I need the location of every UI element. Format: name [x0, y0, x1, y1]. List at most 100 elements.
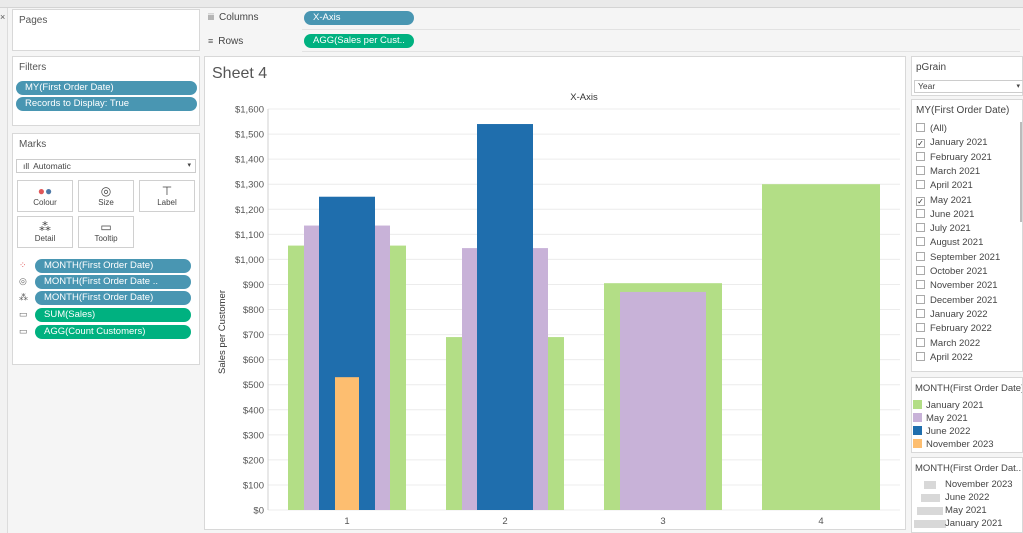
- size-legend-label[interactable]: November 2023: [945, 479, 1013, 490]
- detail-icon: ⁂: [39, 220, 51, 234]
- filter-checkbox-item[interactable]: August 2021: [916, 237, 983, 249]
- size-swatch: [920, 494, 940, 502]
- checkbox-icon[interactable]: [916, 123, 925, 132]
- colour-swatch: [913, 439, 922, 448]
- label-button[interactable]: ⊤ Label: [139, 180, 195, 212]
- colour-swatch: [913, 426, 922, 435]
- filter-checkbox-item[interactable]: November 2021: [916, 280, 998, 292]
- filter-checkbox-item[interactable]: (All): [916, 123, 947, 135]
- marks-title: Marks: [19, 139, 47, 150]
- size-icon: ◎: [19, 276, 27, 286]
- checkbox-checked-icon[interactable]: ✓: [916, 139, 925, 149]
- pages-title: Pages: [19, 15, 48, 26]
- checkbox-icon[interactable]: [916, 308, 925, 318]
- close-icon[interactable]: ×: [0, 12, 6, 22]
- colour-legend-item[interactable]: November 2023: [913, 439, 994, 451]
- label-icon: ⊤: [161, 184, 173, 198]
- size-legend-label[interactable]: January 2021: [945, 518, 1003, 529]
- checkbox-icon[interactable]: [916, 294, 925, 304]
- tooltip-icon: ▭: [100, 220, 112, 234]
- scrollbar[interactable]: [1020, 122, 1022, 222]
- filter-item-label: July 2021: [930, 223, 971, 235]
- checkbox-icon[interactable]: [916, 237, 925, 247]
- mark-type-dropdown[interactable]: ıll Automatic ▾: [16, 159, 196, 173]
- checkbox-icon[interactable]: [916, 337, 925, 347]
- colour-legend-item[interactable]: January 2021: [913, 400, 984, 412]
- filter-pill[interactable]: Records to Display: True: [16, 97, 197, 111]
- filter-item-label: February 2021: [930, 151, 992, 163]
- detail-button[interactable]: ⁂ Detail: [17, 216, 73, 248]
- colour-legend-item[interactable]: May 2021: [913, 413, 968, 425]
- colour-button[interactable]: ●● Colour: [17, 180, 73, 212]
- filter-checkbox-item[interactable]: February 2021: [916, 151, 992, 164]
- marks-card: Marks ıll Automatic ▾ ●● Colour ◎ Size ⊤ …: [12, 133, 200, 365]
- bar: [620, 291, 706, 510]
- mark-field-pill[interactable]: AGG(Count Customers): [35, 325, 191, 339]
- y-tick-label: $1,400: [235, 155, 264, 166]
- chevron-down-icon: ▾: [187, 162, 191, 169]
- filter-item-label: November 2021: [930, 280, 998, 292]
- checkbox-icon[interactable]: [916, 165, 925, 175]
- checkbox-checked-icon[interactable]: ✓: [916, 196, 925, 206]
- mark-field-pill[interactable]: SUM(Sales): [35, 308, 191, 322]
- y-tick-label: $300: [243, 430, 264, 441]
- filter-checkbox-item[interactable]: April 2022: [916, 351, 973, 364]
- tooltip-icon: ▭: [19, 326, 28, 336]
- x-tick-label: 2: [502, 516, 507, 527]
- filter-checkbox-item[interactable]: March 2022: [916, 337, 980, 350]
- checkbox-icon[interactable]: [916, 323, 925, 333]
- size-icon: ◎: [100, 184, 112, 198]
- y-tick-label: $600: [243, 355, 264, 366]
- filter-checkbox-item[interactable]: March 2021: [916, 165, 980, 178]
- tooltip-button[interactable]: ▭ Tooltip: [78, 216, 134, 248]
- bar-chart: X-Axis Sales per Customer $0 $100 $200 $300…: [217, 92, 900, 527]
- colour-legend-label: November 2023: [926, 439, 994, 450]
- size-legend-label[interactable]: June 2022: [945, 492, 990, 503]
- checkbox-icon[interactable]: [916, 151, 925, 161]
- size-swatch: [923, 481, 937, 489]
- bar: [477, 124, 533, 510]
- size-legend-label[interactable]: May 2021: [945, 505, 987, 516]
- mark-field-pill[interactable]: MONTH(First Order Date): [35, 291, 191, 305]
- y-tick-label: $100: [243, 480, 264, 491]
- chart-title: X-Axis: [570, 92, 598, 103]
- filter-checkbox-item[interactable]: January 2022: [916, 308, 988, 321]
- checkbox-icon[interactable]: [916, 251, 925, 261]
- filter-checkbox-item[interactable]: December 2021: [916, 294, 998, 307]
- mark-field-row: ⁂ MONTH(First Order Date): [19, 291, 197, 305]
- size-button[interactable]: ◎ Size: [78, 180, 134, 212]
- checkbox-icon[interactable]: [916, 351, 925, 361]
- filter-checkbox-item[interactable]: April 2021: [916, 180, 973, 192]
- pgrain-panel: pGrain Year ▾: [911, 56, 1023, 96]
- filter-item-label: (All): [930, 123, 947, 134]
- colour-legend-label: June 2022: [926, 426, 971, 437]
- checkbox-icon[interactable]: [916, 280, 925, 290]
- filter-pill[interactable]: MY(First Order Date): [16, 81, 197, 95]
- filter-checkbox-item[interactable]: ✓ January 2021: [916, 137, 988, 149]
- columns-pill[interactable]: X-Axis: [304, 11, 414, 25]
- pgrain-select[interactable]: Year ▾: [914, 80, 1023, 93]
- filter-checkbox-item[interactable]: July 2021: [916, 223, 971, 235]
- rows-pill[interactable]: AGG(Sales per Cust..: [304, 34, 414, 48]
- checkbox-icon[interactable]: [916, 208, 925, 218]
- filter-item-label: January 2022: [930, 308, 988, 320]
- checkbox-icon[interactable]: [916, 223, 925, 233]
- filter-item-label: February 2022: [930, 323, 992, 335]
- checkbox-icon[interactable]: [916, 266, 925, 275]
- y-tick-label: $400: [243, 405, 264, 416]
- filter-checkbox-item[interactable]: October 2021: [916, 266, 988, 278]
- y-tick-label: $800: [243, 305, 264, 316]
- colour-legend-title: MONTH(First Order Date): [915, 383, 1023, 394]
- y-tick-label: $500: [243, 380, 264, 391]
- colour-legend-label: January 2021: [926, 400, 984, 411]
- filter-checkbox-item[interactable]: ✓ May 2021: [916, 195, 972, 207]
- y-tick-label: $1,600: [235, 105, 264, 116]
- mark-field-pill[interactable]: MONTH(First Order Date ..: [35, 275, 191, 289]
- filter-checkbox-item[interactable]: September 2021: [916, 251, 1000, 264]
- colour-swatch: [913, 400, 922, 409]
- mark-field-pill[interactable]: MONTH(First Order Date): [35, 259, 191, 273]
- checkbox-icon[interactable]: [916, 180, 925, 190]
- filter-checkbox-item[interactable]: June 2021: [916, 208, 974, 221]
- colour-legend-item[interactable]: June 2022: [913, 426, 970, 438]
- filter-checkbox-item[interactable]: February 2022: [916, 323, 992, 335]
